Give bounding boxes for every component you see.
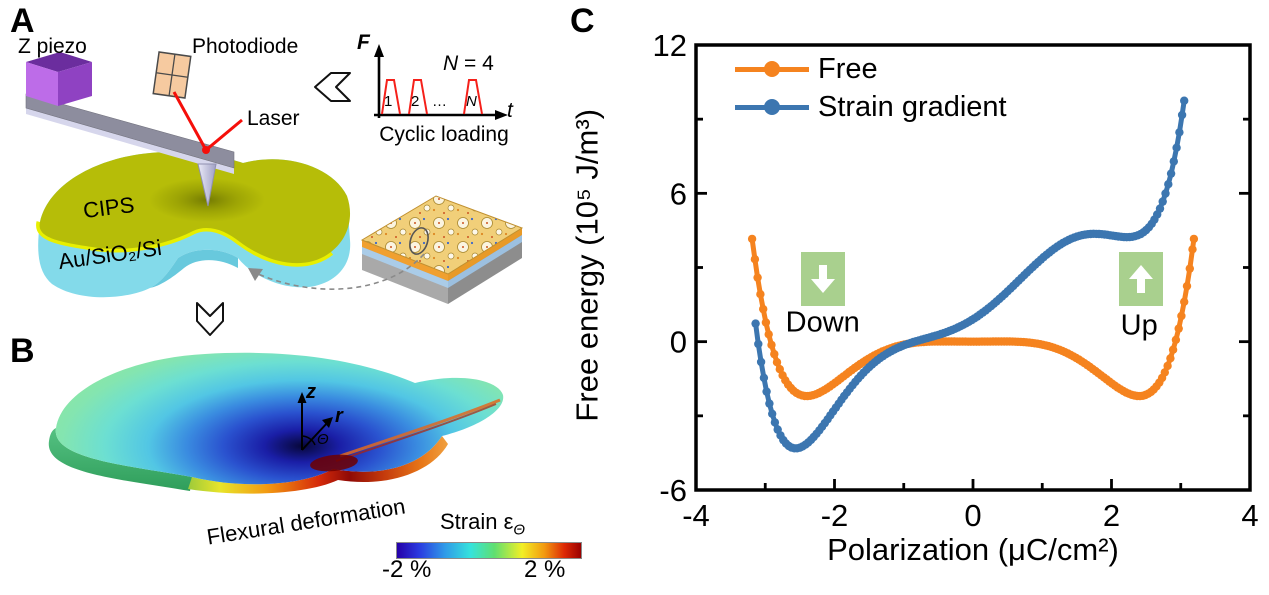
theta-axis-label: Θ [317,431,329,448]
axis-ticks [694,43,1252,492]
legend-label: Strain gradient [818,91,1007,123]
down-polarization-label: Down [785,306,860,339]
afm-tip [197,163,217,207]
cyclic-loading-caption: Cyclic loading [379,123,509,146]
up-polarization-label: Up [1120,309,1158,342]
crystal-structure-inset [248,195,524,304]
svg-text:12: 12 [653,28,687,63]
theta-arc [301,435,316,446]
svg-text:0: 0 [670,325,687,360]
coordinate-axes [297,392,333,451]
laser-beam [172,91,243,154]
svg-text:0: 0 [964,498,981,533]
deformed-disc [48,352,504,494]
force-axis-label: F [357,31,370,54]
time-axis-label: t [507,99,513,122]
svg-text:-2: -2 [821,498,849,533]
strain-gradient-curve [751,96,1189,453]
pulse-n-label: N [466,93,477,110]
legend-dot [764,61,780,77]
colorbar-max-label: 2 % [524,556,566,583]
panel-a-label: A [10,2,35,40]
z-piezo [26,52,92,106]
svg-text:-6: -6 [659,473,687,508]
legend-item-free: Free [735,54,878,84]
down-arrow-icon [810,264,835,293]
up-arrow-box [1119,251,1164,306]
unit-cell-highlight [409,227,429,255]
sample-cips-layer [36,151,351,267]
force-pulses [381,79,483,115]
r-axis-label: r [335,405,343,427]
colorbar-title: Strain εΘ [440,509,526,539]
photodiode-label: Photodiode [192,35,299,58]
panel-a-illustration [25,44,524,336]
chevron-left-icon [314,72,351,102]
pulse-ellipsis: … [432,93,447,110]
panel-c-label: C [570,2,595,40]
chevron-down-icon [196,302,224,336]
cips-label: CIPS [81,191,136,224]
photodiode [152,51,192,99]
colorbar-min-label: -2 % [382,556,432,583]
free-curve [747,234,1199,401]
svg-text:6: 6 [670,176,687,211]
panel-b-label: B [10,332,35,370]
up-arrow-icon [1129,264,1154,293]
z-piezo-label: Z piezo [18,35,87,58]
down-arrow-box [800,251,845,306]
zoom-link-arrow [257,253,425,290]
svg-text:-4: -4 [682,498,710,533]
legend-dot [764,99,780,115]
cantilever [25,93,235,207]
svg-text:4: 4 [1241,498,1258,533]
legend-label: Free [818,53,878,85]
svg-text:2: 2 [1103,498,1120,533]
legend-marker [735,61,809,77]
x-axis-title: Polarization (μC/cm²) [827,532,1119,567]
pulse-1-label: 1 [384,93,393,110]
y-axis-title: Free energy (10⁵ J/m³) [569,108,605,422]
strain-colorbar [396,542,582,559]
cycle-count-label: N = 4 [443,52,494,75]
tick-labels: -4 -2 0 2 4 -6 0 6 12 [653,28,1259,533]
legend-marker [735,99,809,115]
laser-label: Laser [247,107,300,130]
panel-b-illustration [48,352,504,494]
z-axis-label: z [306,381,316,403]
legend-item-strain-gradient: Strain gradient [735,92,1007,122]
pulse-2-label: 2 [411,93,420,110]
cyclic-loading-inset [374,44,508,120]
